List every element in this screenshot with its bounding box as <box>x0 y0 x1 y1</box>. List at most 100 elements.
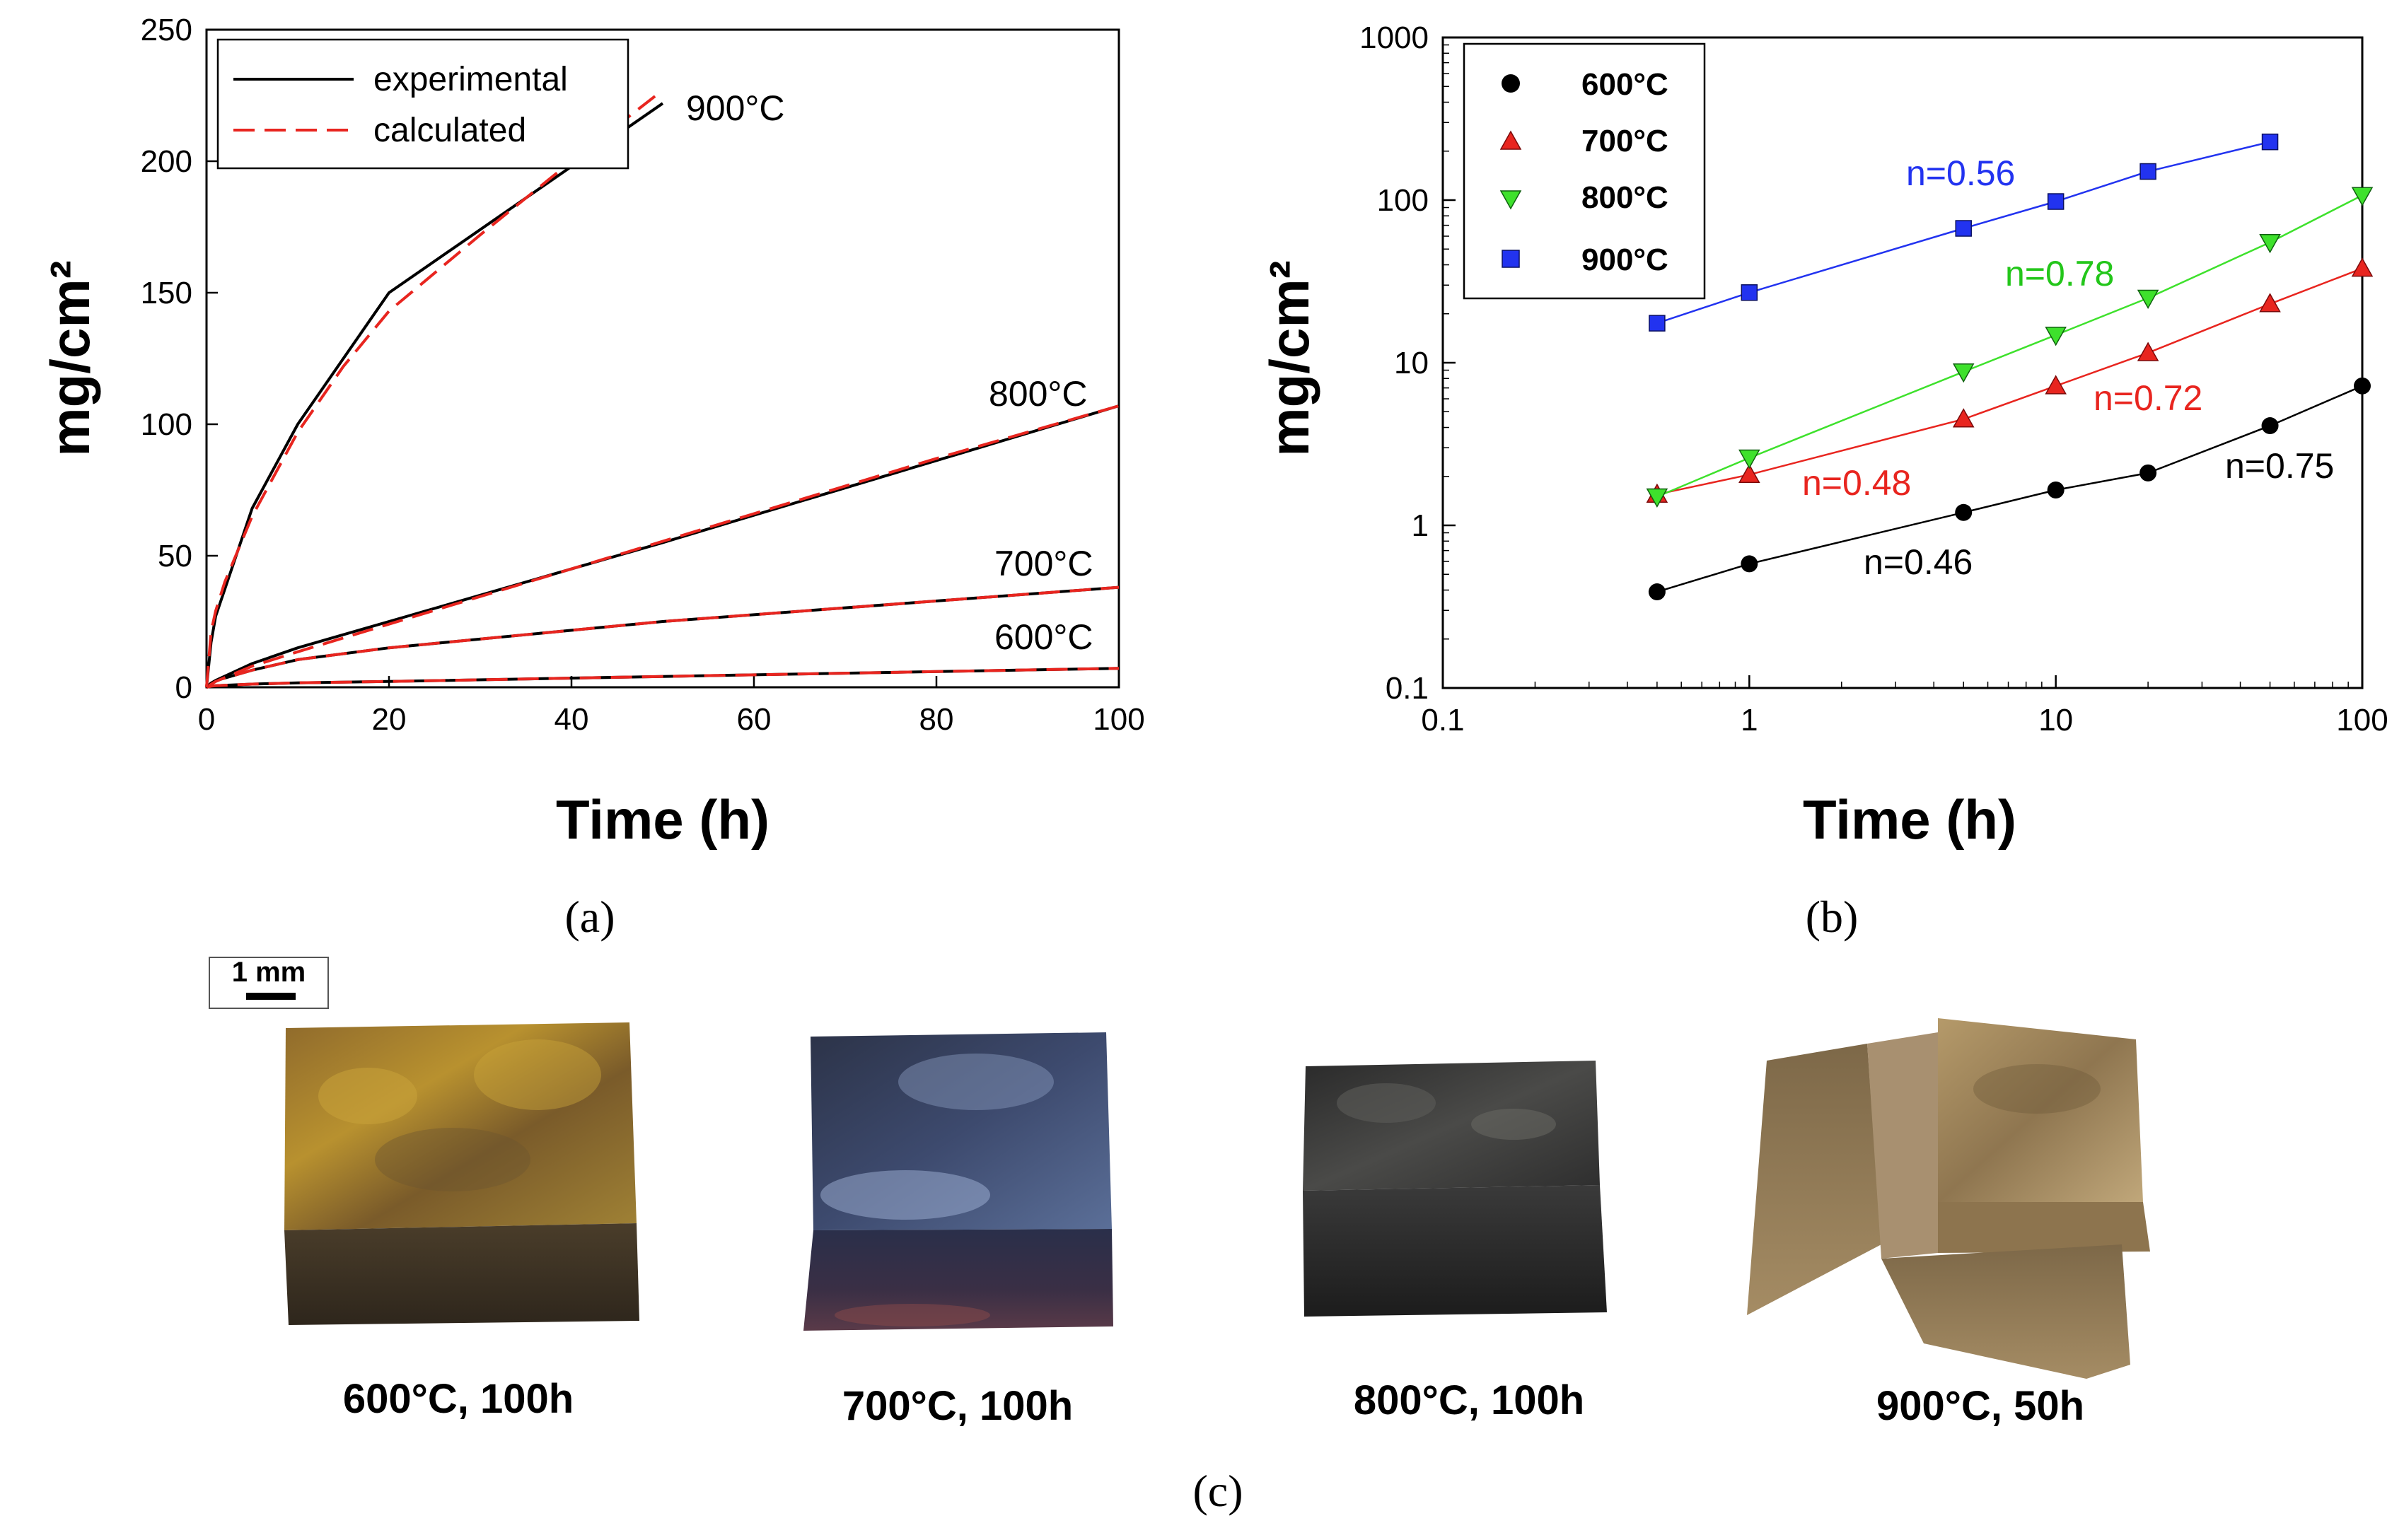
b-x-tick-label-3: 100 <box>2336 703 2388 737</box>
b-y-tick-label-1: 1 <box>1412 508 1429 543</box>
label-700c-curve: 700°C <box>994 544 1093 583</box>
b-point-s1-2 <box>1952 408 1975 428</box>
b-point-s1-5 <box>2259 293 2281 313</box>
b-point-s2-6 <box>2351 187 2374 206</box>
annotation-n-800c: n=0.78 <box>2005 254 2114 293</box>
b-y-tick-label-4: 1000 <box>1359 21 1429 55</box>
annotation-n-700c-upper: n=0.72 <box>2094 378 2202 418</box>
b-point-s0-5 <box>2261 417 2279 435</box>
a-y-tick-label-4: 200 <box>141 144 192 179</box>
b-y-tick-label-2: 10 <box>1394 346 1429 380</box>
label-900c-curve: 900°C <box>686 88 785 128</box>
scale-bar: 1 mm <box>209 957 329 1009</box>
sample-600c-photo <box>284 1022 639 1325</box>
b-series-line-3 <box>1656 141 2270 325</box>
panel-b-ticks: 0.1 1 10 100 0.1 1 10 100 1000 <box>1359 21 2388 737</box>
b-point-s0-1 <box>1741 555 1758 573</box>
caption-c: (c) <box>1192 1466 1243 1516</box>
panel-a-x-axis-title: Time (h) <box>556 788 770 851</box>
panel-a-legend-box <box>216 38 629 170</box>
label-600c-curve: 600°C <box>994 617 1093 657</box>
panel-a-ticks: 0 20 40 60 80 100 0 50 100 150 200 250 <box>141 13 1145 737</box>
b-y-tick-label-3: 100 <box>1377 183 1429 218</box>
b-point-s0-3 <box>2047 481 2065 498</box>
a-y-tick-label-1: 50 <box>158 539 192 573</box>
a-y-tick-label-0: 0 <box>175 670 192 705</box>
a-series-line-7 <box>205 89 664 688</box>
a-series-line-2 <box>205 585 1120 689</box>
b-point-s2-2 <box>1952 363 1975 383</box>
b-point-s0-0 <box>1648 583 1666 601</box>
panel-a-legend: experimental calculated <box>216 38 629 170</box>
sample-700c-photo <box>803 1032 1113 1331</box>
legend-900c-label: 900°C <box>1581 243 1668 277</box>
b-y-tick-label-0: 0.1 <box>1386 671 1429 706</box>
panel-a-series <box>205 89 1120 689</box>
sample-700c-label: 700°C, 100h <box>842 1383 1073 1429</box>
b-point-s2-1 <box>1738 449 1760 469</box>
b-point-s1-3 <box>2045 375 2067 395</box>
annotation-n-900c: n=0.56 <box>1906 153 2015 193</box>
b-point-s3-1 <box>1741 284 1758 301</box>
legend-600c-marker <box>1502 74 1520 93</box>
b-point-s0-6 <box>2354 377 2371 395</box>
a-x-tick-label-1: 20 <box>372 702 407 737</box>
panel-c: 1 mm 600°C, 100h 700°C, 100h 8 <box>209 957 2150 1516</box>
panel-a-y-axis-title: mg/cm² <box>39 260 101 456</box>
sample-900c-label: 900°C, 50h <box>1876 1383 2084 1429</box>
b-point-s3-3 <box>2047 193 2065 210</box>
scale-bar-label: 1 mm <box>232 957 306 988</box>
b-point-s3-0 <box>1649 315 1666 332</box>
b-series-line-0 <box>1656 385 2363 593</box>
b-point-s2-4 <box>2137 289 2159 310</box>
sample-600c-label: 600°C, 100h <box>343 1376 574 1422</box>
b-point-s1-1 <box>1738 463 1760 484</box>
a-y-tick-label-2: 100 <box>141 407 192 442</box>
a-x-tick-label-2: 40 <box>554 702 589 737</box>
legend-900c-marker <box>1502 250 1520 268</box>
annotation-n-600c-upper: n=0.75 <box>2225 446 2334 486</box>
legend-experimental-label: experimental <box>373 61 568 98</box>
a-series-line-4 <box>205 404 1120 689</box>
a-series-line-6 <box>205 102 664 688</box>
b-point-s2-5 <box>2259 233 2281 254</box>
sample-900c-photo <box>1747 1018 2150 1379</box>
a-series-line-5 <box>205 404 1120 689</box>
sample-800c-label: 800°C, 100h <box>1354 1377 1584 1423</box>
b-point-s0-2 <box>1955 503 1973 521</box>
panel-b-y-axis-title: mg/cm² <box>1258 260 1320 456</box>
b-x-tick-label-1: 1 <box>1741 703 1758 737</box>
legend-700c-label: 700°C <box>1581 124 1668 158</box>
legend-800c-label: 800°C <box>1581 180 1668 215</box>
b-point-s3-4 <box>2139 163 2156 180</box>
a-x-tick-label-4: 80 <box>919 702 954 737</box>
panel-b-x-axis-title: Time (h) <box>1803 788 2016 851</box>
panel-b-legend: 600°C 700°C 800°C 900°C <box>1463 42 1706 300</box>
a-series-line-3 <box>205 585 1120 689</box>
annotation-n-600c-lower: n=0.46 <box>1864 542 1973 582</box>
b-point-s0-4 <box>2139 464 2157 482</box>
a-x-tick-label-0: 0 <box>198 702 215 737</box>
a-y-tick-label-5: 250 <box>141 13 192 47</box>
a-x-tick-label-5: 100 <box>1093 702 1144 737</box>
panel-b-series <box>1646 133 2374 601</box>
caption-b: (b) <box>1806 892 1859 942</box>
b-point-s3-2 <box>1955 220 1972 237</box>
label-800c-curve: 800°C <box>989 374 1088 414</box>
caption-a: (a) <box>564 892 615 942</box>
b-point-s1-4 <box>2137 342 2159 361</box>
legend-700c-marker <box>1499 130 1522 150</box>
panel-b: 0.1 1 10 100 0.1 1 10 100 1000 600°C 700°C 800°C… <box>1258 21 2388 942</box>
b-x-tick-label-2: 10 <box>2038 703 2073 737</box>
b-point-s3-5 <box>2261 133 2279 151</box>
a-y-tick-label-3: 150 <box>141 276 192 310</box>
b-point-s2-0 <box>1646 488 1668 508</box>
legend-calculated-label: calculated <box>373 112 526 149</box>
legend-600c-label: 600°C <box>1581 67 1668 102</box>
b-point-s2-3 <box>2045 327 2067 346</box>
b-point-s1-6 <box>2351 257 2374 277</box>
b-x-tick-label-0: 0.1 <box>1421 703 1464 737</box>
scale-bar-line <box>246 993 296 1000</box>
